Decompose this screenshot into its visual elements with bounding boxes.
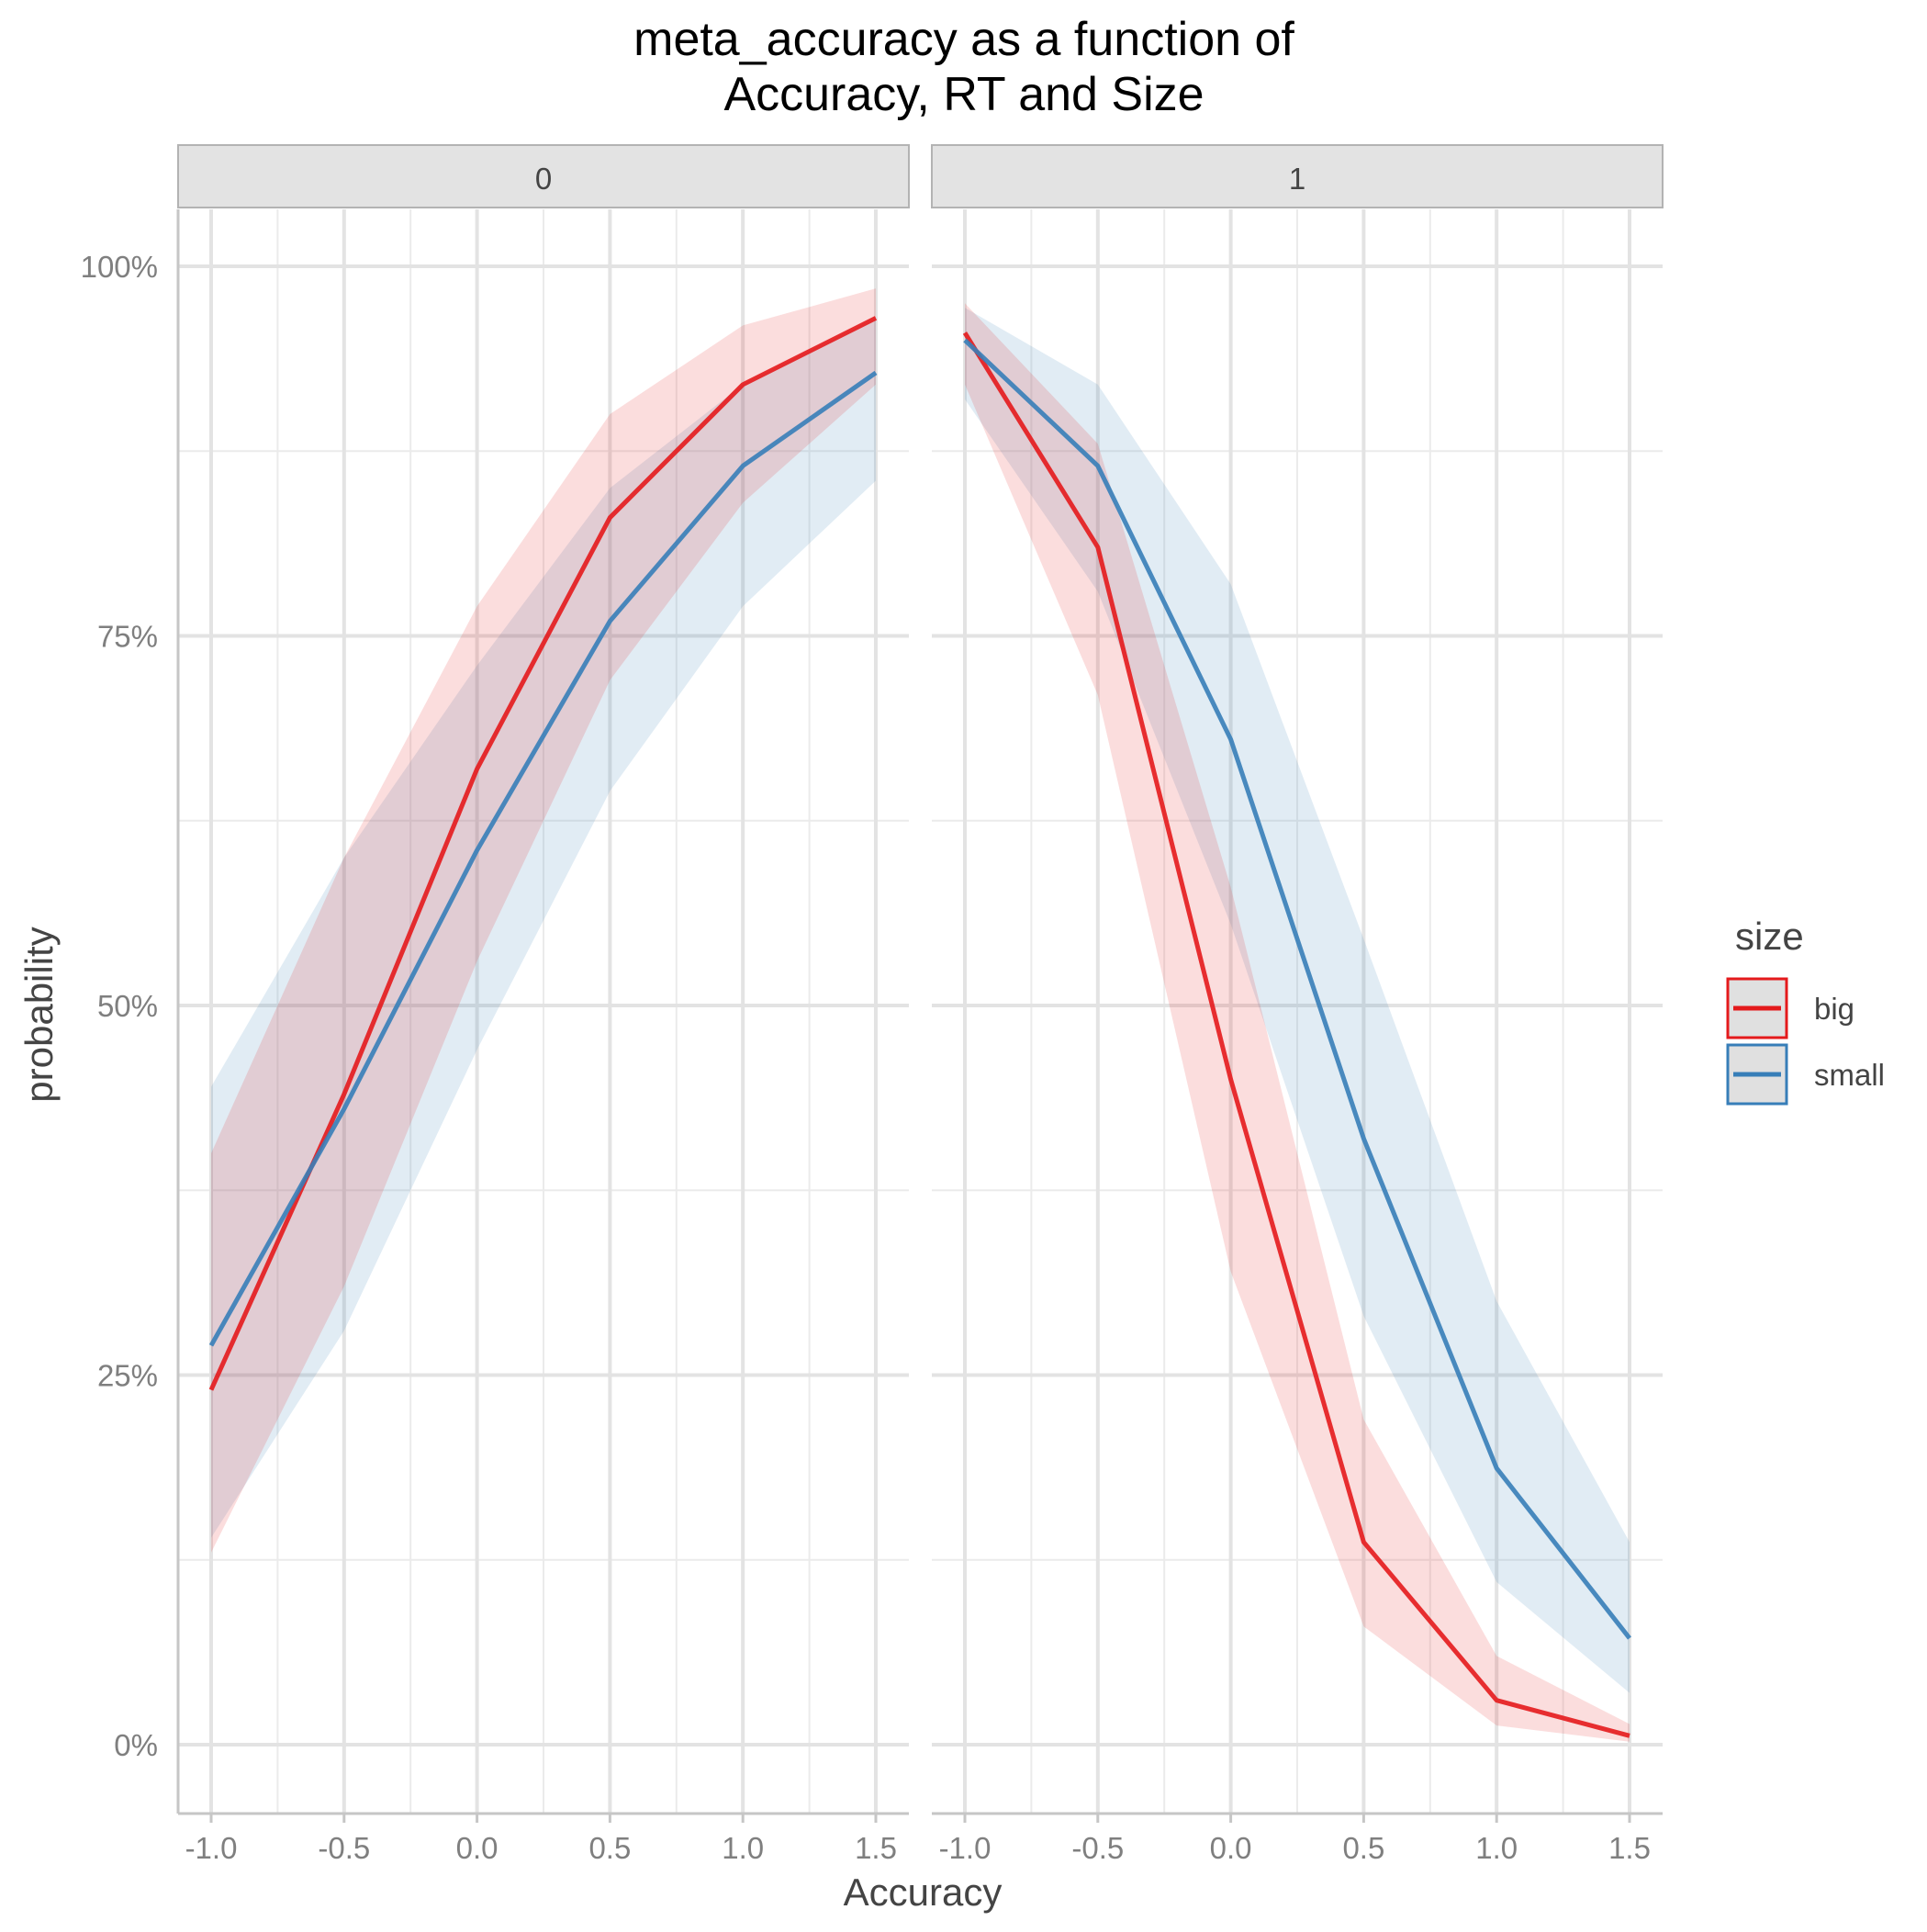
facet-panels: 0 0% 25% 50% 75% 100% -1.0 -0.5 0.0 0.5 1.0 1.5 1 -1.… bbox=[81, 144, 1664, 1865]
x-tick-label: 1.5 bbox=[855, 1831, 897, 1865]
x-tick-label: -1.0 bbox=[939, 1831, 992, 1865]
ribbon-big bbox=[211, 288, 876, 1553]
legend-title: size bbox=[1735, 915, 1804, 958]
series-line-big bbox=[208, 316, 878, 1391]
y-tick-label: 50% bbox=[97, 989, 158, 1023]
facet-strip-label: 0 bbox=[535, 162, 552, 196]
x-tick-label: 1.0 bbox=[722, 1831, 764, 1865]
x-tick-label: 0.5 bbox=[1342, 1831, 1384, 1865]
y-tick-label: 75% bbox=[97, 620, 158, 654]
series-line-big bbox=[962, 331, 1630, 1738]
legend: size big small bbox=[1726, 915, 1885, 1106]
y-tick-label: 25% bbox=[97, 1359, 158, 1393]
x-tick-label: -0.5 bbox=[318, 1831, 370, 1865]
legend-label-big: big bbox=[1814, 992, 1854, 1026]
series-line-small bbox=[963, 338, 1631, 1640]
legend-item-big: big bbox=[1726, 977, 1854, 1039]
y-tick-label: 100% bbox=[81, 250, 158, 284]
ribbon-small bbox=[965, 308, 1630, 1693]
y-axis-title: probability bbox=[17, 927, 61, 1102]
x-axis-title: Accuracy bbox=[844, 1870, 1003, 1914]
series-line-small bbox=[208, 370, 878, 1347]
ribbon-small bbox=[211, 318, 876, 1538]
facet-strip-label: 1 bbox=[1289, 162, 1305, 196]
x-tick-label: 0.5 bbox=[588, 1831, 631, 1865]
x-tick-label: -0.5 bbox=[1071, 1831, 1124, 1865]
facet-strip-0 bbox=[177, 144, 910, 208]
x-tick-label: 1.5 bbox=[1608, 1831, 1651, 1865]
facet-strip-1 bbox=[931, 144, 1664, 208]
x-tick-label: 0.0 bbox=[456, 1831, 499, 1865]
x-tick-label: 0.0 bbox=[1210, 1831, 1252, 1865]
facet-panel-0: 0 0% 25% 50% 75% 100% -1.0 -0.5 0.0 0.5 1.0 1.5 bbox=[81, 144, 910, 1865]
ribbon-big bbox=[965, 303, 1630, 1742]
x-tick-label: -1.0 bbox=[185, 1831, 238, 1865]
x-tick-label: 1.0 bbox=[1475, 1831, 1518, 1865]
chart-title-line-2: Accuracy, RT and Size bbox=[723, 68, 1204, 121]
legend-label-small: small bbox=[1814, 1058, 1885, 1092]
chart-title-line-1: meta_accuracy as a function of bbox=[633, 13, 1294, 66]
legend-item-small: small bbox=[1726, 1043, 1885, 1106]
y-tick-label: 0% bbox=[114, 1728, 158, 1762]
facet-panel-1: 1 -1.0 -0.5 0.0 0.5 1.0 1.5 bbox=[931, 144, 1664, 1865]
